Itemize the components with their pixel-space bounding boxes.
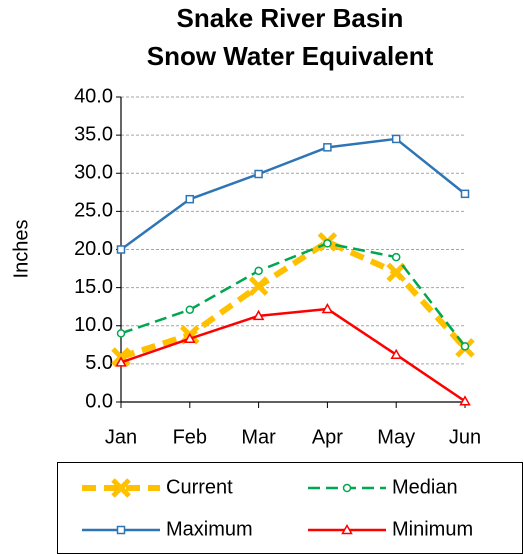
legend-label: Maximum	[166, 518, 253, 540]
legend-label: Minimum	[392, 518, 473, 540]
y-tick-label: 35.0	[74, 123, 113, 145]
series-line	[120, 242, 466, 348]
y-tick-label: 40.0	[74, 85, 113, 107]
data-point	[323, 239, 332, 248]
data-point	[185, 305, 195, 314]
data-point	[460, 189, 470, 199]
y-tick-label: 15.0	[74, 276, 113, 298]
data-point	[460, 342, 470, 351]
series-line	[120, 238, 468, 360]
legend-label: Median	[392, 476, 458, 498]
data-point	[254, 266, 263, 276]
y-tick-label: 10.0	[74, 314, 113, 336]
legend-label: Current	[166, 476, 233, 498]
data-point	[390, 348, 402, 359]
y-axis-label: Inches	[10, 220, 32, 279]
data-point	[184, 332, 196, 343]
legend-marker	[342, 483, 352, 493]
data-point	[386, 262, 406, 283]
data-point	[323, 143, 332, 152]
x-tick-label: May	[377, 426, 415, 448]
x-tick-label: Jun	[449, 426, 481, 448]
data-point	[116, 245, 126, 254]
legend-marker	[116, 525, 126, 535]
data-point	[116, 329, 126, 338]
data-point	[459, 395, 471, 406]
data-point	[391, 134, 401, 144]
data-point	[185, 194, 195, 204]
chart-title: Snake River Basin	[177, 3, 404, 33]
data-point	[115, 356, 127, 367]
y-tick-label: 30.0	[74, 162, 113, 184]
chart-subtitle: Snow Water Equivalent	[147, 41, 434, 71]
data-point	[391, 252, 401, 262]
legend-marker	[341, 523, 353, 535]
y-tick-label: 5.0	[85, 352, 113, 374]
y-tick-label: 25.0	[74, 200, 113, 222]
series-line	[120, 137, 466, 251]
x-tick-label: Mar	[241, 426, 276, 448]
data-point	[321, 302, 334, 314]
x-tick-label: Apr	[312, 426, 343, 448]
x-tick-label: Feb	[173, 426, 207, 448]
y-tick-label: 20.0	[74, 238, 113, 260]
data-point	[252, 309, 265, 321]
x-tick-label: Jan	[105, 426, 137, 448]
y-tick-label: 0.0	[85, 390, 113, 412]
data-point	[248, 276, 269, 296]
data-point	[254, 169, 263, 179]
legend-marker	[111, 478, 131, 498]
series-line	[120, 307, 466, 403]
